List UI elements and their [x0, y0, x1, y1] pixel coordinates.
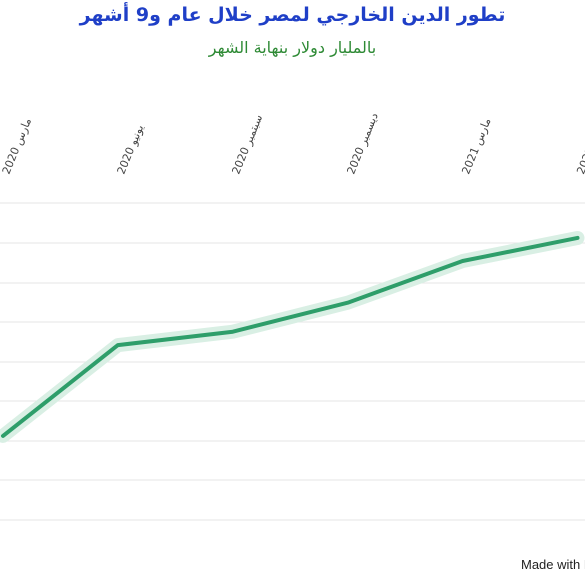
x-axis-ticks: مارس 2020 يونيو 2020 سبتمبر 2020 ديسمبر 202… [0, 111, 585, 176]
series-layer [0, 230, 585, 443]
x-tick-label: يونيو 2020 [115, 123, 147, 176]
x-tick-label: مارس 2020 [0, 116, 34, 176]
x-tick-label: سبتمبر 2020 [230, 113, 266, 176]
x-tick-label: مارس 2021 [459, 116, 493, 176]
x-tick-label: يونيو 2021 [574, 123, 585, 176]
chart-title: تطور الدين الخارجي لمصر خلال عام و9 أشهر [79, 4, 506, 26]
series-line [1, 235, 580, 438]
chart-subtitle: بالمليار دولار بنهاية الشهر [208, 38, 377, 57]
made-with-credit[interactable]: Made with F [521, 557, 585, 572]
x-tick-label: ديسمبر 2020 [344, 111, 380, 176]
series-line-halo [0, 230, 585, 443]
